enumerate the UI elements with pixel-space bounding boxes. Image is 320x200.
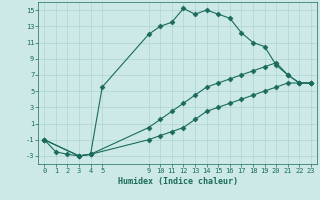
X-axis label: Humidex (Indice chaleur): Humidex (Indice chaleur) bbox=[118, 177, 238, 186]
